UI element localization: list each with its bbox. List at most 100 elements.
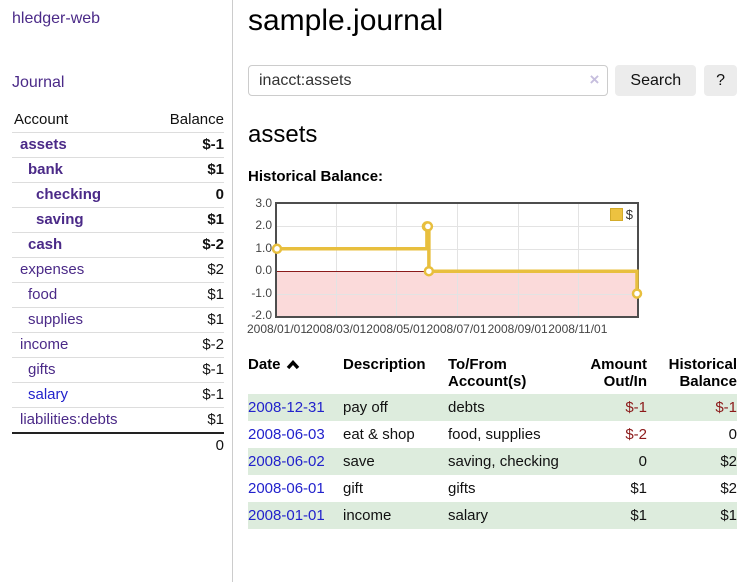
account-balance: $-2	[150, 332, 224, 358]
x-axis-tick-label: 2008/09/01	[487, 322, 548, 336]
search-input[interactable]	[248, 65, 609, 96]
table-row: 2008-12-31 pay off debts $-1 $-1	[248, 394, 737, 421]
transaction-amount: 0	[638, 453, 647, 470]
account-link-supplies[interactable]: supplies	[28, 311, 84, 328]
transaction-balance: $2	[720, 480, 737, 497]
account-balance: $-1	[150, 357, 224, 383]
account-row: saving $1	[12, 207, 224, 233]
transaction-accounts: food, supplies	[448, 426, 541, 443]
register-header-amount: Amount Out/In	[590, 356, 647, 390]
transaction-amount: $-1	[625, 399, 647, 416]
register-header-row: Date Description To/From Account(s) Amou…	[248, 353, 737, 394]
account-link-salary[interactable]: salary	[28, 386, 69, 403]
sort-ascending-icon	[286, 359, 299, 370]
transaction-description: gift	[343, 480, 364, 497]
account-link-bank[interactable]: bank	[28, 161, 64, 178]
account-link-saving[interactable]: saving	[36, 211, 84, 228]
legend-label: $	[625, 207, 633, 222]
transaction-balance: 0	[728, 426, 737, 443]
page-title: sample.journal	[248, 4, 444, 37]
historical-balance-chart: 3.0 2.0 1.0 0.0 -1.0 -2.0 $ 2008/01/01 2008/03…	[247, 196, 737, 341]
brand-link[interactable]: hledger-web	[12, 10, 101, 27]
accounts-table: Account Balance assets $-1 bank $1 checking 0…	[12, 108, 224, 458]
transaction-date-link[interactable]: 2008-06-01	[248, 480, 325, 497]
account-balance: $1	[150, 207, 224, 233]
transaction-balance: $1	[720, 507, 737, 524]
transaction-accounts: debts	[448, 399, 485, 416]
accounts-total-balance: 0	[150, 432, 224, 458]
search-form: × Search ?	[248, 65, 737, 96]
y-axis-tick-label: 2.0	[255, 218, 272, 233]
search-button[interactable]: Search	[615, 65, 697, 96]
account-balance: $-1	[150, 132, 224, 158]
data-point-marker	[631, 288, 643, 299]
transaction-accounts: salary	[448, 507, 489, 524]
gridline	[277, 226, 637, 228]
y-axis-tick-label: 3.0	[255, 196, 272, 210]
register-header-description: Description	[343, 356, 426, 373]
transaction-date-link[interactable]: 2008-12-31	[248, 399, 325, 416]
gridline	[277, 248, 637, 250]
gridline	[277, 293, 637, 295]
transaction-balance: $2	[720, 453, 737, 470]
account-balance: 0	[150, 182, 224, 208]
transaction-accounts: saving, checking	[448, 453, 559, 470]
account-link-checking[interactable]: checking	[36, 186, 102, 203]
gridline	[577, 204, 579, 316]
table-row: 2008-06-02 save saving, checking 0 $2	[248, 448, 737, 475]
table-row: 2008-06-03 eat & shop food, supplies $-2 0	[248, 421, 737, 448]
account-link-liabilities-debts[interactable]: liabilities:debts	[20, 411, 118, 428]
account-balance: $1	[150, 307, 224, 333]
clear-search-icon[interactable]: ×	[589, 70, 600, 89]
account-link-gifts[interactable]: gifts	[28, 361, 56, 378]
gridline	[336, 204, 338, 316]
y-axis-tick-label: 0.0	[255, 263, 272, 278]
account-row: income $-2	[12, 332, 224, 358]
data-point-marker	[422, 221, 434, 232]
account-balance: $1	[150, 282, 224, 308]
help-button[interactable]: ?	[704, 65, 737, 96]
account-link-assets[interactable]: assets	[20, 136, 67, 153]
register-header-date[interactable]: Date	[248, 353, 343, 394]
transaction-date-link[interactable]: 2008-06-02	[248, 453, 325, 470]
balance-step-line	[271, 221, 643, 299]
data-point-marker	[271, 243, 283, 255]
transaction-accounts: gifts	[448, 480, 476, 497]
account-balance: $1	[150, 157, 224, 183]
transaction-description: income	[343, 507, 392, 524]
x-axis-tick-label: 2008/07/01	[426, 322, 487, 336]
transaction-amount: $-2	[625, 426, 647, 443]
chart-label: Historical Balance:	[248, 168, 384, 185]
transaction-date-link[interactable]: 2008-06-03	[248, 426, 325, 443]
transaction-amount: $1	[630, 480, 647, 497]
account-link-expenses[interactable]: expenses	[20, 261, 85, 278]
search-box: ×	[248, 65, 609, 96]
account-row: gifts $-1	[12, 357, 224, 383]
x-axis-tick-label: 2008/05/01	[366, 322, 427, 336]
transaction-balance: $-1	[715, 399, 737, 416]
transaction-description: eat & shop	[343, 426, 415, 443]
chart-plot-area: $	[271, 202, 643, 318]
legend-swatch-icon	[609, 208, 623, 221]
account-link-cash[interactable]: cash	[28, 236, 63, 253]
table-row: 2008-06-01 gift gifts $1 $2	[248, 475, 737, 502]
transaction-date-link[interactable]: 2008-01-01	[248, 507, 325, 524]
chart-legend: $	[609, 207, 633, 222]
account-link-income[interactable]: income	[20, 336, 69, 353]
account-link-food[interactable]: food	[28, 286, 58, 303]
account-row: checking 0	[12, 182, 224, 208]
account-row: food $1	[12, 282, 224, 308]
gridline	[396, 204, 398, 316]
account-title: assets	[248, 121, 318, 148]
accounts-header-balance: Balance	[169, 111, 224, 128]
account-balance: $2	[150, 257, 224, 283]
sidebar: hledger-web Journal Account Balance asse…	[0, 0, 233, 582]
account-row: assets $-1	[12, 132, 224, 158]
register-table: Date Description To/From Account(s) Amou…	[248, 353, 737, 529]
transaction-amount: $1	[630, 507, 647, 524]
register-header-balance: Historical Balance	[668, 356, 737, 390]
account-row: bank $1	[12, 157, 224, 183]
sidebar-item-journal[interactable]: Journal	[12, 74, 65, 91]
accounts-header-account: Account	[14, 111, 69, 128]
register-header-accounts: To/From Account(s)	[448, 356, 527, 390]
